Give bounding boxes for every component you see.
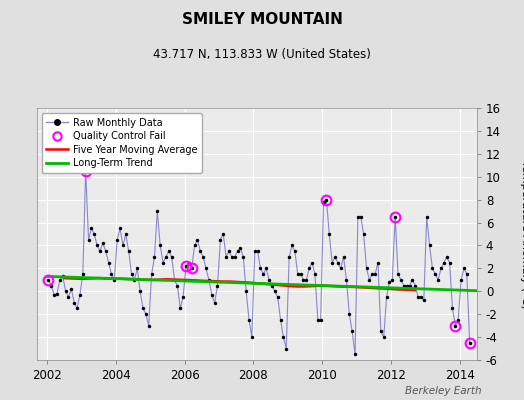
Text: SMILEY MOUNTAIN: SMILEY MOUNTAIN [181,12,343,27]
Legend: Raw Monthly Data, Quality Control Fail, Five Year Moving Average, Long-Term Tren: Raw Monthly Data, Quality Control Fail, … [41,113,202,173]
Text: Berkeley Earth: Berkeley Earth [406,386,482,396]
Y-axis label: Temperature Anomaly (°C): Temperature Anomaly (°C) [520,160,524,308]
Text: 43.717 N, 113.833 W (United States): 43.717 N, 113.833 W (United States) [153,48,371,61]
